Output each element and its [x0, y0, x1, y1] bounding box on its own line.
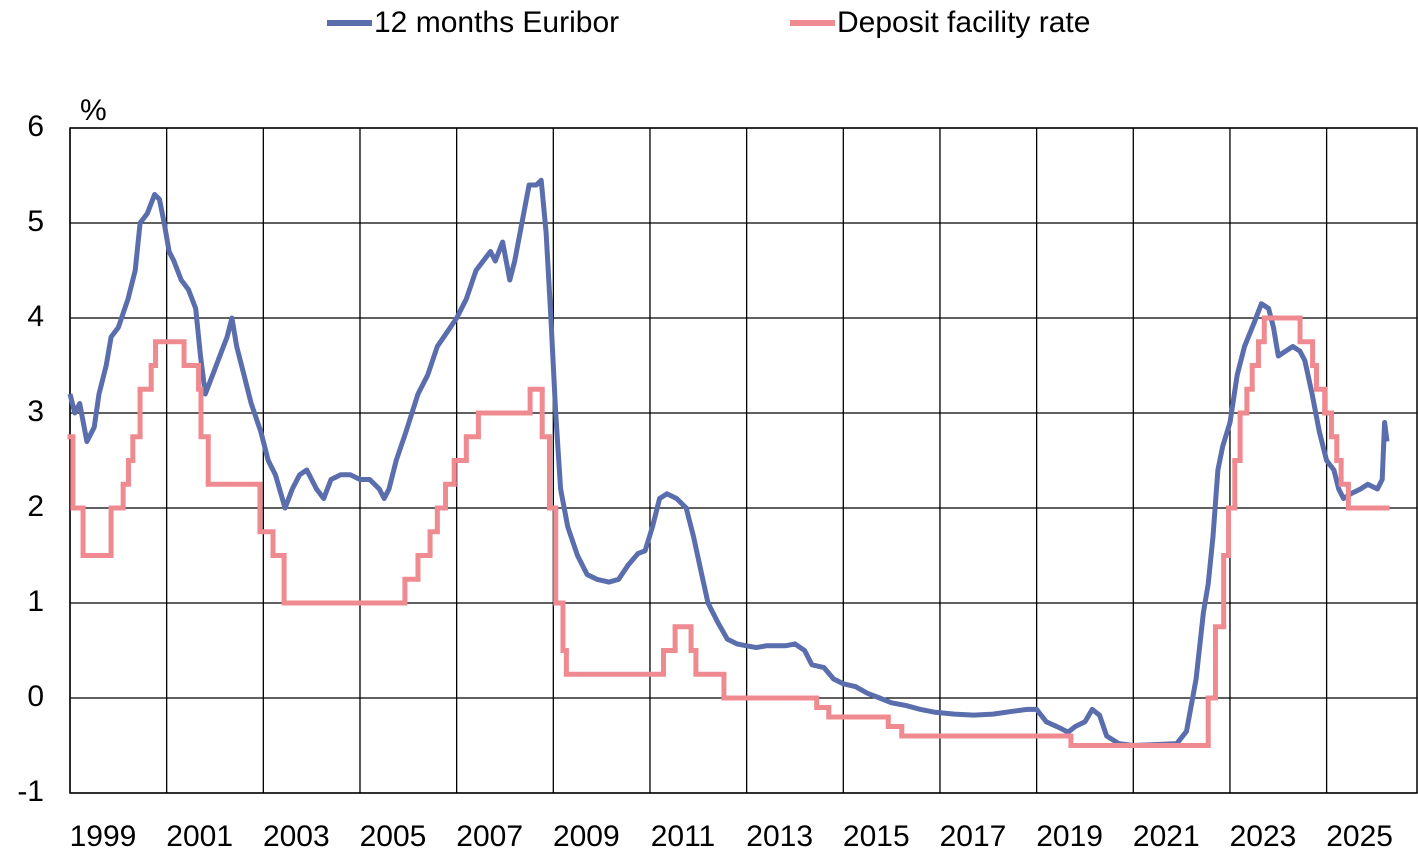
y-tick-label: 1: [27, 585, 44, 618]
x-tick-label: 2013: [746, 820, 813, 853]
x-tick-label: 2021: [1133, 820, 1200, 853]
x-tick-label: 2005: [360, 820, 427, 853]
y-tick-label: 0: [27, 680, 44, 713]
y-tick-label: 2: [27, 490, 44, 523]
x-tick-label: 2011: [651, 820, 716, 853]
y-tick-label: 5: [27, 205, 44, 238]
x-tick-label: 2025: [1326, 820, 1393, 853]
x-tick-label: 2023: [1230, 820, 1297, 853]
y-tick-label: -1: [17, 775, 44, 808]
step-riser: [70, 318, 1351, 746]
x-tick-label: 2007: [456, 820, 523, 853]
x-tick-label: 2015: [843, 820, 910, 853]
plot-frame: [69, 127, 1418, 794]
y-tick-label: 4: [27, 300, 44, 333]
x-tick-label: 2003: [263, 820, 330, 853]
y-tick-label: 6: [27, 110, 44, 143]
y-tick-label: 3: [27, 395, 44, 428]
legend-label: Deposit facility rate: [837, 6, 1090, 39]
y-unit-label: %: [80, 94, 107, 127]
legend-label: 12 months Euribor: [374, 6, 619, 39]
x-tick-label: 2009: [553, 820, 620, 853]
x-tick-label: 1999: [70, 820, 137, 853]
x-tick-label: 2017: [940, 820, 1007, 853]
x-tick-label: 2019: [1036, 820, 1103, 853]
x-tick-label: 2001: [166, 820, 233, 853]
series-line: [67, 177, 1390, 748]
